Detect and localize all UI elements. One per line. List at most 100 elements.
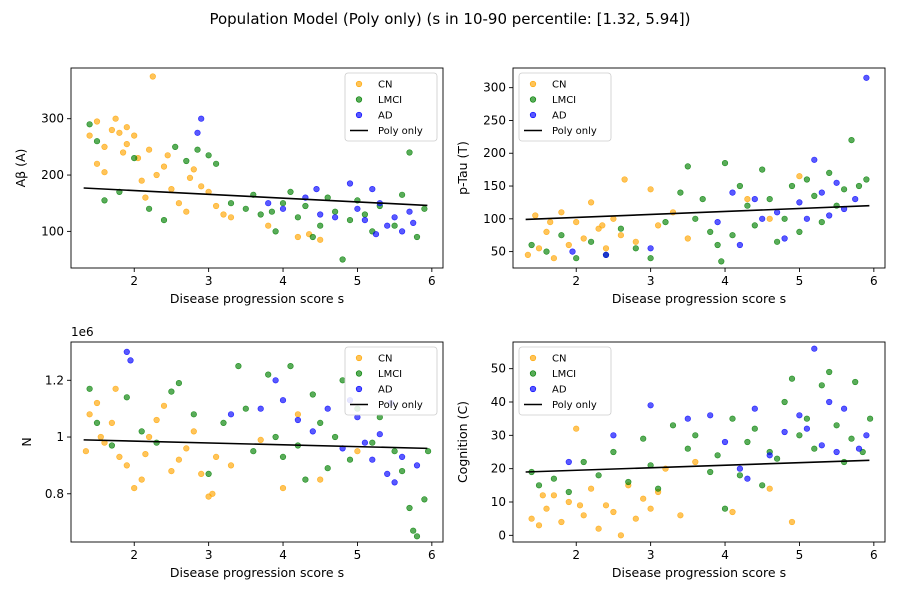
legend-label: Poly only: [378, 126, 423, 137]
x-tick-label: 5: [354, 274, 362, 288]
data-point-lmci: [227, 200, 235, 207]
data-point-lmci: [153, 439, 160, 446]
fit-line-poly-only: [525, 204, 870, 221]
data-point-ad: [833, 179, 840, 186]
data-point-cn: [186, 174, 194, 181]
data-point-ad: [198, 115, 205, 122]
data-point-ad: [391, 479, 398, 486]
legend-label: LMCI: [378, 369, 402, 380]
x-tick-label: 3: [205, 548, 213, 562]
data-point-lmci: [183, 157, 190, 165]
data-point-lmci: [751, 222, 758, 229]
subplot-1: 2 3 4 5 6 100 200 300 Disease progression score …: [13, 67, 444, 306]
data-point-ad: [826, 212, 833, 219]
data-point-cn: [93, 399, 101, 407]
x-tick-label: 5: [796, 274, 804, 288]
y-tick-label: 1: [56, 430, 64, 444]
data-point-ad: [361, 439, 369, 446]
data-point-cn: [539, 492, 546, 499]
data-point-lmci: [413, 233, 421, 241]
y-axis-label: Cognition (C): [455, 401, 470, 483]
data-point-cn: [528, 515, 535, 522]
data-point-cn: [112, 385, 119, 392]
data-point-cn: [86, 411, 93, 418]
data-point-cn: [535, 245, 543, 252]
data-point-lmci: [406, 504, 413, 512]
y-axis-label: Aβ (A): [13, 149, 28, 188]
data-point-cn: [766, 485, 773, 492]
data-point-cn: [558, 518, 565, 526]
data-point-ad: [852, 196, 859, 203]
data-point-cn: [142, 451, 149, 458]
data-point-cn: [354, 448, 361, 455]
legend-marker-lmci: [529, 96, 537, 103]
data-point-cn: [532, 212, 539, 219]
data-point-cn: [599, 222, 606, 229]
figure-title: Population Model (Poly only) (s in 10-90…: [209, 10, 690, 28]
data-point-ad: [123, 348, 130, 356]
axes-frame: [70, 67, 444, 269]
data-point-cn: [108, 419, 115, 427]
data-point-lmci: [339, 377, 346, 384]
data-point-cn: [160, 402, 168, 409]
data-point-lmci: [294, 214, 302, 221]
x-tick-label: 3: [205, 274, 213, 288]
y-tick-label: 200: [483, 146, 506, 160]
data-point-lmci: [324, 465, 331, 472]
data-point-cn: [227, 214, 235, 221]
legend-label: AD: [552, 385, 567, 396]
legend-box: [518, 72, 612, 142]
data-point-cn: [101, 169, 108, 176]
data-point-cn: [602, 502, 610, 509]
axis-offset-label: 1e6: [71, 325, 94, 339]
data-point-lmci: [707, 228, 714, 235]
x-axis-label: Disease progression score s: [170, 291, 344, 306]
data-point-ad: [833, 448, 840, 456]
data-point-cn: [788, 518, 796, 526]
data-point-lmci: [587, 238, 595, 245]
data-point-lmci: [86, 385, 93, 392]
data-point-lmci: [662, 219, 669, 226]
data-point-lmci: [781, 398, 788, 406]
legend-marker-lmci: [355, 96, 363, 103]
data-point-lmci: [736, 182, 744, 190]
x-axis-label: Disease progression score s: [170, 565, 344, 580]
data-point-cn: [164, 152, 171, 159]
data-point-lmci: [714, 241, 721, 249]
data-point-cn: [190, 428, 197, 435]
data-point-lmci: [391, 448, 398, 455]
x-tick-label: 6: [870, 274, 878, 288]
data-point-cn: [138, 476, 145, 483]
data-point-cn: [317, 236, 324, 243]
legend-box: [518, 346, 612, 416]
legend-marker-ad: [355, 385, 363, 393]
data-point-lmci: [361, 211, 369, 218]
data-point-lmci: [205, 470, 212, 478]
data-point-cn: [647, 505, 654, 512]
data-point-cn: [257, 436, 264, 444]
data-point-lmci: [692, 432, 699, 439]
data-point-lmci: [168, 388, 175, 395]
data-point-lmci: [265, 371, 272, 378]
legend-label: CN: [378, 354, 392, 365]
y-tick-label: 0.8: [45, 487, 64, 501]
data-point-lmci: [677, 189, 684, 196]
data-point-lmci: [840, 186, 848, 193]
data-point-cn: [183, 445, 190, 452]
data-point-cn: [153, 171, 160, 179]
data-point-lmci: [339, 256, 346, 263]
data-point-lmci: [803, 415, 811, 422]
data-point-ad: [759, 215, 766, 222]
data-point-lmci: [852, 378, 859, 386]
data-point-lmci: [744, 438, 751, 446]
data-point-lmci: [826, 169, 833, 176]
data-point-ad: [324, 405, 331, 412]
data-point-lmci: [684, 445, 691, 452]
data-point-cn: [213, 453, 220, 461]
data-point-cn: [677, 512, 684, 519]
y-tick-label: 200: [41, 168, 64, 182]
data-point-lmci: [369, 439, 376, 446]
data-point-cn: [573, 425, 580, 432]
data-point-lmci: [744, 202, 751, 209]
